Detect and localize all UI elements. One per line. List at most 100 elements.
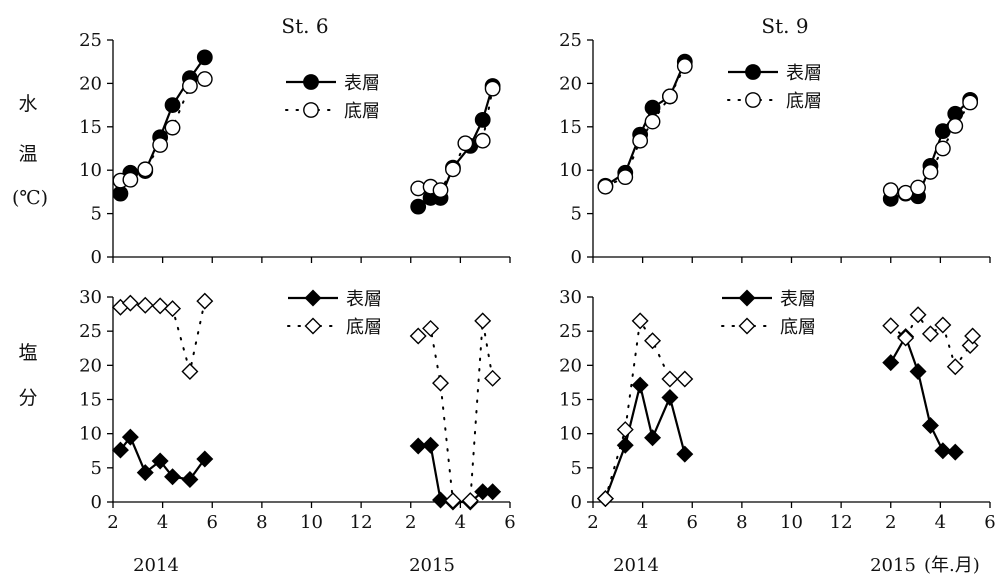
data-point: [422, 319, 440, 337]
y-tick-label: 5: [91, 458, 102, 479]
data-point: [616, 436, 634, 454]
data-point: [921, 416, 939, 434]
data-point: [882, 354, 900, 372]
legend-label-bottom: 底層: [786, 91, 822, 112]
x-tick-label: 6: [504, 512, 515, 533]
series-surface: [111, 428, 502, 511]
y-tick-label: 0: [91, 492, 102, 513]
data-point: [410, 198, 427, 215]
y-tick-label: 15: [559, 390, 582, 411]
data-point: [484, 80, 501, 97]
x-tick-label: 4: [935, 512, 946, 533]
data-point: [934, 140, 951, 157]
data-point: [422, 436, 440, 454]
data-point: [304, 317, 322, 335]
data-point: [182, 78, 198, 94]
x-tick-label: 6: [207, 512, 218, 533]
data-point: [474, 111, 491, 128]
x-tick-label: 4: [455, 512, 466, 533]
data-point: [409, 437, 427, 455]
legend-label-bottom: 底層: [780, 317, 816, 338]
y-tick-label: 15: [559, 117, 582, 138]
data-point: [164, 97, 181, 114]
data-point: [882, 317, 900, 335]
y-tick-label: 25: [79, 321, 102, 342]
y-tick-label: 30: [559, 287, 582, 308]
data-point: [457, 135, 474, 152]
data-point: [909, 306, 927, 324]
data-point: [461, 492, 479, 510]
y-tick-label: 20: [559, 355, 582, 376]
legend-label-bottom: 底層: [346, 317, 382, 338]
chart-panel-3: 0 5 10 15 20 25 30 2 4 6 8 10 12 2 4 6: [79, 287, 516, 533]
y-tick-label: 0: [571, 247, 582, 268]
y-tick-label: 10: [79, 424, 102, 445]
y-axis-label-salt-1: 塩: [18, 342, 37, 364]
data-point: [121, 428, 139, 446]
x-tick-label: 6: [984, 512, 995, 533]
y-tick-label: 0: [91, 247, 102, 268]
data-point: [596, 490, 614, 508]
data-point: [112, 185, 129, 202]
data-point: [474, 312, 492, 330]
series-surface: [596, 328, 964, 508]
y-tick-label: 20: [79, 355, 102, 376]
data-point: [474, 132, 491, 149]
data-point: [745, 92, 761, 108]
data-point: [409, 327, 427, 345]
y-tick-label: 5: [571, 204, 582, 225]
y-tick-label: 10: [559, 424, 582, 445]
year-label-2014: 2014: [133, 555, 179, 576]
y-tick-label: 5: [91, 204, 102, 225]
data-point: [745, 64, 761, 80]
data-point: [921, 325, 939, 343]
data-point: [910, 179, 926, 196]
data-point: [151, 297, 169, 315]
legend-label-surface: 表層: [786, 63, 822, 84]
y-tick-label: 30: [79, 287, 102, 308]
y-tick-label: 10: [559, 160, 582, 181]
data-point: [661, 388, 679, 406]
data-point: [444, 492, 462, 510]
legend-label-surface: 表層: [346, 289, 382, 310]
data-point: [909, 362, 927, 380]
data-point: [121, 294, 139, 312]
y-tick-label: 10: [79, 160, 102, 181]
data-point: [432, 374, 450, 392]
series-bottom: [112, 71, 501, 199]
data-point: [597, 178, 614, 195]
data-point: [484, 483, 502, 501]
data-point: [897, 329, 915, 347]
x-tick-label: 6: [687, 512, 698, 533]
data-point: [962, 94, 979, 111]
y-tick-label: 20: [79, 73, 102, 94]
x-tick-label: 8: [256, 512, 267, 533]
y-tick-label: 5: [571, 458, 582, 479]
x-tick-label: 8: [736, 512, 747, 533]
y-tick-label: 25: [559, 30, 582, 51]
data-point: [738, 289, 756, 307]
data-point: [738, 317, 756, 335]
data-point: [136, 296, 154, 314]
chart-title-st6: St. 6: [281, 14, 328, 38]
data-point: [152, 137, 169, 153]
data-point: [631, 376, 649, 394]
series-line: [604, 65, 686, 188]
data-point: [676, 370, 694, 388]
y-tick-label: 15: [79, 117, 102, 138]
data-point: [644, 113, 661, 130]
data-point: [432, 182, 449, 199]
year-label-2015: 2015: [409, 555, 455, 576]
data-point: [181, 362, 199, 380]
y-tick-label: 0: [571, 492, 582, 513]
x-tick-label: 2: [885, 512, 896, 533]
data-point: [964, 327, 982, 345]
series-line: [417, 320, 494, 502]
data-point: [196, 450, 214, 468]
data-point: [882, 182, 899, 199]
data-point: [676, 445, 694, 463]
